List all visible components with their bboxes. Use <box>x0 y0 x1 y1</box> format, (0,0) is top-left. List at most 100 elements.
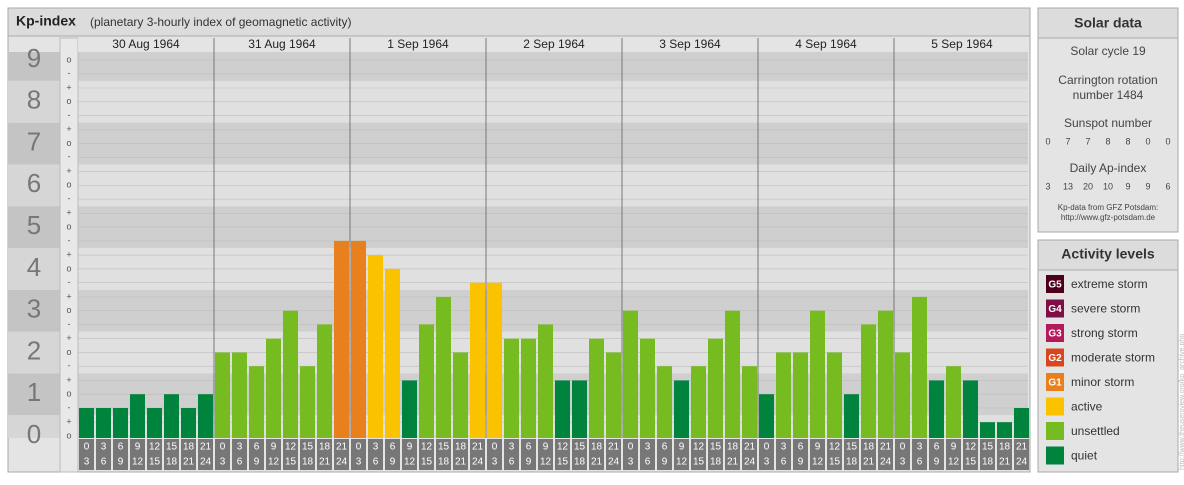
hour-label: 9 <box>271 442 277 453</box>
legend-swatch <box>1046 446 1064 465</box>
hour-label: 3 <box>492 457 498 468</box>
hour-label: 9 <box>679 442 685 453</box>
hour-label: 15 <box>302 442 314 453</box>
band <box>8 248 60 290</box>
bar <box>623 310 638 438</box>
hour-label: 18 <box>438 457 450 468</box>
legend-label: extreme storm <box>1071 277 1148 291</box>
hour-label: 21 <box>183 457 195 468</box>
hour-label: 21 <box>744 442 756 453</box>
band <box>8 415 60 438</box>
hour-cell <box>674 439 689 470</box>
hour-cell <box>572 439 587 470</box>
hour-label: 9 <box>934 457 940 468</box>
hour-label: 9 <box>390 457 396 468</box>
hour-label: 18 <box>591 442 603 453</box>
hour-label: 6 <box>934 442 940 453</box>
hour-label: 3 <box>84 457 90 468</box>
day-label: 5 Sep 1964 <box>931 37 993 51</box>
solar-text: number 1484 <box>1073 88 1144 102</box>
y-subtick-label: o <box>66 221 71 231</box>
hour-cell <box>96 439 111 470</box>
source-url: http://www.gfz-potsdam.de <box>1061 213 1156 222</box>
bar <box>997 422 1012 438</box>
bar <box>895 352 910 438</box>
hour-label: 21 <box>608 442 620 453</box>
ap-value: 6 <box>1165 181 1170 191</box>
band <box>8 206 60 248</box>
hour-cell <box>708 439 723 470</box>
y-subtick-label: - <box>68 235 71 245</box>
bar <box>198 394 213 438</box>
hour-label: 21 <box>200 442 212 453</box>
bar <box>759 394 774 438</box>
bar <box>572 380 587 438</box>
hour-cell <box>283 439 298 470</box>
legend-swatch <box>1046 299 1064 318</box>
bar <box>504 338 519 438</box>
hour-label: 18 <box>302 457 314 468</box>
hour-label: 9 <box>254 457 260 468</box>
day-label: 4 Sep 1964 <box>795 37 857 51</box>
y-tick-label: 6 <box>27 168 41 198</box>
bar <box>725 310 740 438</box>
bar <box>844 394 859 438</box>
chart-title: Kp-index <box>16 13 76 29</box>
hour-label: 12 <box>693 442 705 453</box>
hour-label: 12 <box>676 457 688 468</box>
hour-cell <box>844 439 859 470</box>
bar <box>963 380 978 438</box>
bar <box>861 324 876 438</box>
hour-cell <box>181 439 196 470</box>
hour-cell <box>810 439 825 470</box>
bar <box>453 352 468 438</box>
bar <box>317 324 332 438</box>
legend-label: unsettled <box>1071 424 1120 438</box>
hour-label: 15 <box>574 442 586 453</box>
hour-label: 6 <box>662 442 668 453</box>
hour-label: 15 <box>693 457 705 468</box>
bar <box>929 380 944 438</box>
panel-header <box>1037 7 1179 39</box>
legend-label: quiet <box>1071 449 1098 463</box>
hour-label: 18 <box>863 442 875 453</box>
hour-cell <box>334 439 349 470</box>
hour-cell <box>368 439 383 470</box>
bar <box>368 255 383 438</box>
hour-cell <box>215 439 230 470</box>
bar <box>130 394 145 438</box>
bar <box>555 380 570 438</box>
hour-cell <box>419 439 434 470</box>
hour-cell <box>487 439 502 470</box>
hour-label: 0 <box>628 442 634 453</box>
hour-label: 15 <box>285 457 297 468</box>
hour-cell <box>538 439 553 470</box>
hour-label: 21 <box>336 442 348 453</box>
y-subtick-label: o <box>66 96 71 106</box>
hour-label: 3 <box>356 457 362 468</box>
bar <box>521 338 536 438</box>
bar <box>181 408 196 438</box>
y-subtick-label: + <box>66 375 71 385</box>
bar <box>691 366 706 438</box>
hour-label: 24 <box>880 457 892 468</box>
bar <box>980 422 995 438</box>
hour-label: 15 <box>438 442 450 453</box>
bar <box>351 240 366 438</box>
sunspot-value: 0 <box>1145 136 1150 146</box>
solar-text: Daily Ap-index <box>1070 161 1147 175</box>
hour-label: 6 <box>917 457 923 468</box>
bar <box>113 408 128 438</box>
hour-label: 3 <box>917 442 923 453</box>
hour-label: 6 <box>390 442 396 453</box>
hour-label: 12 <box>285 442 297 453</box>
hour-label: 21 <box>999 457 1011 468</box>
y-tick-label: 9 <box>27 43 41 73</box>
ap-value: 9 <box>1125 181 1130 191</box>
band <box>8 52 60 81</box>
hour-label: 24 <box>744 457 756 468</box>
bar <box>487 282 502 438</box>
hour-cell <box>249 439 264 470</box>
bar <box>232 352 247 438</box>
